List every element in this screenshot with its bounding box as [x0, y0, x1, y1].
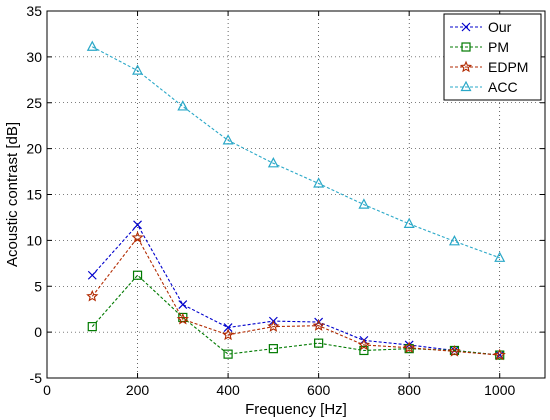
data-point-acc — [222, 134, 234, 145]
series-line-acc — [92, 46, 500, 259]
grid-lines — [47, 11, 545, 378]
data-point-pm — [359, 345, 369, 356]
data-point-pm — [132, 270, 143, 280]
legend-marker-acc — [460, 80, 472, 92]
legend-marker-edpm — [459, 60, 473, 73]
x-tick-label: 0 — [43, 382, 51, 398]
data-series — [86, 40, 506, 361]
data-point-edpm — [131, 231, 144, 243]
series-acc — [86, 40, 506, 262]
data-point-pm — [223, 349, 233, 359]
data-point-acc — [267, 157, 279, 168]
y-tick-label: 20 — [26, 141, 42, 157]
legend-label-acc: ACC — [488, 79, 518, 95]
data-point-our — [178, 300, 188, 310]
y-tick-label: 30 — [26, 49, 42, 65]
legend-label-pm: PM — [488, 39, 509, 55]
data-point-edpm — [403, 341, 416, 353]
data-point-acc — [403, 217, 415, 228]
y-tick-label: -5 — [30, 370, 43, 386]
y-tick-label: 10 — [26, 232, 42, 248]
legend-box — [443, 13, 542, 101]
x-tick-label: 600 — [307, 382, 331, 398]
y-axis-label: Acoustic contrast [dB] — [4, 122, 21, 267]
x-axis-label: Frequency [Hz] — [245, 401, 347, 418]
data-point-edpm — [221, 328, 235, 341]
data-point-edpm — [267, 320, 280, 332]
x-tick-label: 200 — [126, 382, 150, 398]
data-point-acc — [86, 40, 98, 51]
data-point-acc — [313, 177, 325, 188]
data-point-acc — [177, 100, 189, 111]
data-point-edpm — [493, 348, 506, 361]
legend-label-our: Our — [488, 19, 512, 35]
data-point-edpm — [357, 338, 371, 351]
x-tick-label: 1000 — [484, 382, 515, 398]
y-tick-label: 35 — [26, 3, 42, 19]
data-point-acc — [494, 251, 506, 262]
data-point-edpm — [86, 289, 99, 302]
data-point-edpm — [448, 344, 461, 357]
data-point-our — [87, 270, 97, 280]
y-tick-label: 0 — [34, 324, 42, 340]
data-point-acc — [448, 235, 460, 246]
series-line-edpm — [91, 236, 500, 356]
y-tick-label: 15 — [26, 187, 42, 203]
legend-marker-our — [461, 22, 471, 32]
y-tick-label: 25 — [26, 95, 42, 111]
data-point-our — [223, 323, 233, 332]
y-tick-label: 5 — [34, 278, 42, 294]
x-tick-label: 400 — [216, 382, 240, 398]
data-point-edpm — [312, 319, 325, 331]
x-tick-label: 800 — [398, 382, 422, 398]
data-point-pm — [314, 338, 324, 348]
data-point-acc — [358, 198, 370, 209]
data-point-acc — [132, 64, 144, 75]
data-point-pm — [87, 322, 97, 332]
data-point-pm — [268, 344, 278, 354]
legend-label-edpm: EDPM — [488, 59, 528, 75]
data-point-pm — [404, 344, 414, 354]
legend-marker-pm — [461, 42, 471, 52]
series-line-pm — [91, 274, 500, 356]
series-edpm — [86, 231, 506, 361]
data-point-edpm — [176, 312, 189, 325]
legend: Our PM EDPM ACC — [443, 13, 542, 101]
data-point-our — [133, 220, 142, 230]
